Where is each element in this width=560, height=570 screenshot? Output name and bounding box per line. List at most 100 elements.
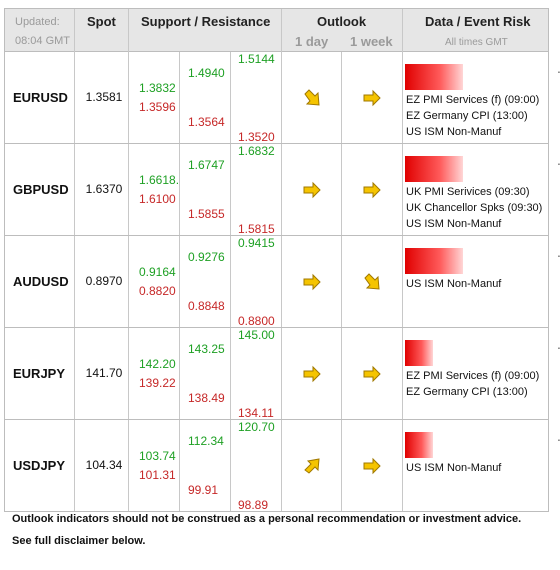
sr-level1-cell (129, 420, 180, 511)
pair-name: GBPUSD (13, 182, 69, 197)
header-outlook-1day: 1 day (295, 34, 329, 49)
table-row: EURUSD 1.3581 1.3832 1.3596 1.4940 1.356… (4, 52, 560, 144)
support-3: 134.11 (238, 406, 274, 420)
pair-name: USDJPY (13, 458, 66, 473)
sr-level1-cell (129, 328, 180, 419)
header-event-risk: Data / Event Risk (425, 14, 531, 29)
sr-level3-cell (231, 420, 282, 511)
header-outlook-cell: Outlook 1 day 1 week (282, 9, 403, 53)
outlook-1day-cell (282, 328, 342, 419)
row-edge-mark: . (557, 244, 560, 260)
table-header: Updated: 08:04 GMT Spot Support / Resist… (4, 8, 550, 53)
resistance-1: 1.6618. (139, 173, 180, 187)
pair-name: EURJPY (13, 366, 66, 381)
outlook-1day-arrow-icon (303, 181, 321, 199)
event-risk-bar (405, 432, 433, 458)
outlook-1week-arrow-icon (363, 89, 381, 107)
support-1: 139.22 (139, 376, 176, 390)
header-spot-cell: Spot (75, 9, 129, 53)
support-1: 0.8820 (139, 284, 176, 298)
event-item: EZ Germany CPI (13:00) (406, 386, 528, 398)
row-edge-mark: . (557, 152, 560, 168)
outlook-1day-arrow-icon (303, 365, 321, 383)
row-edge-mark: . (557, 428, 560, 444)
resistance-2: 143.25 (188, 342, 225, 356)
header-support-resistance: Support / Resistance (141, 14, 271, 29)
pair-cell: USDJPY (5, 420, 75, 511)
sr-level2-cell (180, 52, 231, 143)
header-spot: Spot (87, 14, 116, 29)
resistance-3: 1.6832 (238, 144, 275, 158)
table-row: AUDUSD 0.8970 0.9164 0.8820 0.9276 0.884… (4, 236, 560, 328)
event-risk-bar (405, 248, 463, 274)
sr-level1-cell (129, 236, 180, 327)
support-2: 99.91 (188, 483, 219, 497)
sr-level1-cell (129, 52, 180, 143)
resistance-1: 1.3832 (139, 81, 176, 95)
support-3: 1.5815 (238, 222, 275, 236)
event-item: UK PMI Serivices (09:30) (406, 186, 530, 198)
resistance-2: 1.4940 (188, 66, 225, 80)
support-3: 98.89 (238, 498, 269, 512)
outlook-1day-arrow-icon (303, 273, 321, 291)
outlook-1day-arrow-icon (304, 458, 320, 474)
spot-cell (75, 52, 129, 143)
outlook-1week-arrow-icon (363, 457, 381, 475)
sr-level3-cell (231, 144, 282, 235)
sr-level2-cell (180, 236, 231, 327)
spot-cell (75, 420, 129, 511)
resistance-1: 0.9164 (139, 265, 176, 279)
disclaimer-line2: See full disclaimer below. (12, 535, 146, 547)
row-edge-mark: . (557, 336, 560, 352)
spot-cell (75, 328, 129, 419)
event-item: US ISM Non-Manuf (406, 462, 502, 474)
spot-cell (75, 236, 129, 327)
sr-level2-cell (180, 420, 231, 511)
resistance-3: 0.9415 (238, 236, 275, 250)
spot-cell (75, 144, 129, 235)
sr-level2-cell (180, 328, 231, 419)
outlook-1week-cell (342, 236, 403, 327)
spot-value: 1.6370 (85, 182, 123, 196)
spot-value: 0.8970 (85, 274, 123, 288)
row-edge-mark: . (557, 60, 560, 76)
sr-level3-cell (231, 328, 282, 419)
pair-cell: GBPUSD (5, 144, 75, 235)
outlook-1week-arrow-icon (364, 273, 380, 290)
sr-level3-cell (231, 236, 282, 327)
outlook-1week-arrow-icon (363, 365, 381, 383)
table-row: USDJPY 104.34 103.74 101.31 112.34 99.91… (4, 420, 560, 512)
resistance-2: 112.34 (188, 434, 224, 448)
support-1: 1.6100 (139, 192, 176, 206)
outlook-1day-cell (282, 420, 342, 511)
table-row: GBPUSD 1.6370 1.6618. 1.6100 1.6747 1.58… (4, 144, 560, 236)
outlook-1week-cell (342, 420, 403, 511)
support-2: 0.8848 (188, 299, 225, 313)
outlook-table: Updated: 08:04 GMT Spot Support / Resist… (4, 8, 560, 512)
resistance-2: 0.9276 (188, 250, 225, 264)
updated-time: 08:04 GMT (15, 35, 71, 47)
outlook-1day-arrow-icon (304, 89, 320, 106)
header-event-cell: Data / Event Risk All times GMT (403, 9, 550, 53)
event-risk-bar (405, 340, 433, 366)
table-row: EURJPY 141.70 142.20 139.22 143.25 138.4… (4, 328, 560, 420)
outlook-1week-cell (342, 52, 403, 143)
event-item: US ISM Non-Manuf (406, 218, 502, 230)
event-item: EZ PMI Services (f) (09:00) (406, 370, 540, 382)
resistance-3: 145.00 (238, 328, 275, 342)
spot-value: 104.34 (85, 458, 123, 472)
support-2: 138.49 (188, 391, 225, 405)
pair-cell: AUDUSD (5, 236, 75, 327)
event-item: US ISM Non-Manuf (406, 278, 502, 290)
event-item: US ISM Non-Manuf (406, 126, 502, 138)
pair-name: AUDUSD (13, 274, 69, 289)
resistance-2: 1.6747 (188, 158, 225, 172)
resistance-3: 120.70 (238, 420, 275, 434)
header-sr-cell: Support / Resistance (129, 9, 282, 53)
pair-cell: EURJPY (5, 328, 75, 419)
support-1: 101.31 (139, 468, 176, 482)
disclaimer-line1: Outlook indicators should not be constru… (12, 513, 522, 525)
support-3: 1.3520 (238, 130, 275, 144)
event-risk-bar (405, 156, 463, 182)
support-2: 1.3564 (188, 115, 225, 129)
